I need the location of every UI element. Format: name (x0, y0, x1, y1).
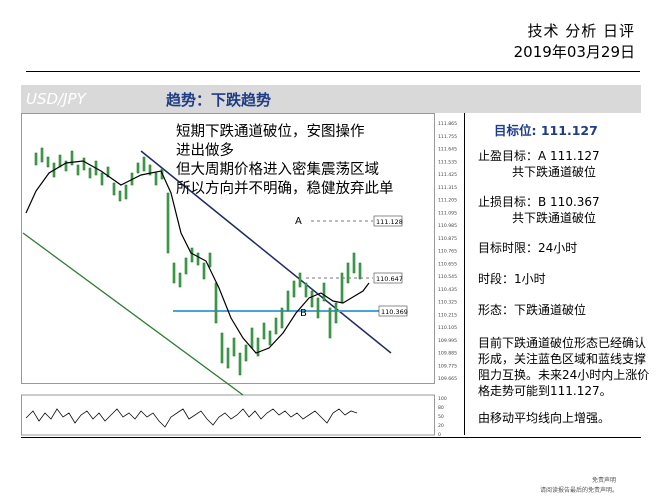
y-tick-label: 110.105 (438, 325, 457, 331)
y-tick-label: 109.995 (438, 338, 457, 344)
y-tick-label: 111.095 (438, 210, 457, 216)
y-tick-label: 110.875 (438, 236, 457, 242)
y-tick-label: 111.865 (438, 121, 457, 127)
y-tick-label: 110.765 (438, 249, 457, 255)
stop-loss-sub: 共下跌通道破位 (512, 211, 597, 225)
y-tick-label: 111.425 (438, 172, 457, 178)
y-tick-label: 111.205 (438, 198, 457, 204)
label-b: B (300, 308, 307, 319)
ma-note: 由移动平均线向上增强。 (478, 411, 611, 425)
time-limit: 目标时限：24小时 (478, 241, 578, 255)
description: 目前下跌通道破位形态已经确认形成，关注蓝色区域和蓝线支撑阻力互换。未来24小时内… (478, 336, 650, 398)
trend-label: 趋势：下跌趋势 (166, 91, 272, 109)
price-chart: A B 111.128 110.647 110.369 111.865 111.7… (21, 113, 461, 438)
marker-b: 110.369 (381, 308, 408, 316)
pattern: 形态：下跌通道破位 (478, 303, 587, 317)
y-tick-label: 109.885 (438, 351, 457, 357)
rsi-tick-label: 80 (438, 405, 444, 411)
analysis-note-1: 短期下跌通道破位，安图操作 (176, 124, 365, 140)
chart-svg: A B 111.128 110.647 110.369 111.865 111.7… (21, 113, 457, 438)
y-tick-label: 111.755 (438, 134, 457, 140)
analysis-note-2: 进出做多 (176, 143, 234, 159)
rsi-ticks: 100 80 50 20 0 (438, 396, 447, 438)
vertical-divider (464, 113, 465, 435)
analysis-note-3: 但大周期价格进入密集震荡区域 (176, 162, 379, 178)
y-tick-label: 110.215 (438, 312, 457, 318)
y-tick-label: 111.645 (438, 147, 457, 153)
rsi-panel (21, 394, 435, 436)
header-title: 技术 分析 日评 (527, 22, 635, 40)
marker-a-box (373, 215, 403, 227)
rsi-tick-label: 100 (438, 396, 447, 402)
take-profit-sub: 共下跌通道破位 (512, 165, 597, 179)
y-tick-label: 109.775 (438, 363, 457, 369)
rsi-tick-label: 0 (438, 432, 441, 438)
disclaimer-title: 免责声明 (592, 477, 617, 484)
marker-a: 111.128 (376, 218, 403, 226)
stop-loss: 止损目标：B 110.367 (478, 195, 600, 209)
rsi-line (25, 408, 358, 428)
label-a: A (295, 216, 302, 227)
marker-b-box (378, 305, 408, 317)
disclaimer-text: 请阅读报告最后的免责声明。 (540, 487, 619, 494)
target-price: 目标位: 111.127 (494, 123, 598, 138)
marker-mid-box (373, 272, 403, 284)
take-profit: 止盈目标：A 111.127 (478, 149, 600, 163)
y-tick-label: 110.545 (438, 274, 457, 280)
rsi-tick-label: 50 (438, 414, 444, 420)
currency-pair: USD/JPY (26, 90, 86, 108)
y-tick-label: 110.985 (438, 223, 457, 229)
moving-average-line (25, 160, 370, 354)
banner (21, 85, 641, 113)
header-date: 2019年03月29日 (513, 43, 635, 61)
top-divider (26, 71, 640, 72)
y-tick-label: 109.665 (438, 376, 457, 382)
bottom-divider (21, 437, 641, 438)
y-axis-ticks: 111.865 111.755 111.645 111.535 111.425 111.3… (438, 121, 457, 382)
analysis-note-4: 所以方向并不明确，稳健放弃此单 (176, 181, 394, 197)
rsi-tick-label: 20 (438, 423, 444, 429)
channel-green-line (22, 232, 244, 396)
y-tick-label: 110.655 (438, 261, 457, 267)
y-tick-label: 110.325 (438, 300, 457, 306)
marker-mid: 110.647 (376, 275, 403, 283)
channel-upper-line (140, 150, 392, 354)
y-tick-label: 111.315 (438, 185, 457, 191)
y-tick-label: 111.535 (438, 159, 457, 165)
timeframe: 时段：1小时 (478, 272, 546, 286)
y-tick-label: 110.435 (438, 287, 457, 293)
